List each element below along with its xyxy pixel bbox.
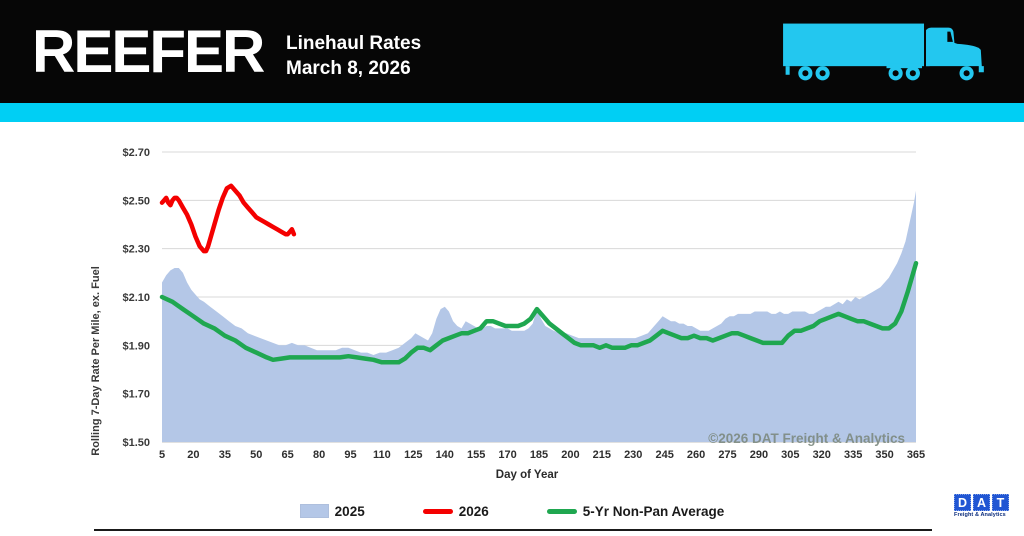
y-axis-title: Rolling 7-Day Rate Per Mile, ex. Fuel [90, 266, 102, 456]
legend-item-2026: 2026 [422, 503, 489, 519]
x-tick-label: 65 [282, 449, 294, 461]
x-tick-label: 35 [219, 449, 231, 461]
series-line-5-yr-non-pan-average [159, 260, 919, 365]
y-tick-label: $2.30 [122, 244, 150, 256]
x-tick-label: 365 [907, 449, 925, 461]
legend-item-5yr-average: 5-Yr Non-Pan Average [546, 503, 725, 519]
x-tick-label: 50 [250, 449, 262, 461]
y-tick-label: $2.50 [122, 195, 150, 207]
report-title: REEFER [32, 18, 265, 85]
copyright-watermark: ©2026 DAT Freight & Analytics [708, 431, 905, 446]
x-tick-label: 5 [159, 449, 165, 461]
x-tick-label: 320 [813, 449, 831, 461]
x-tick-label: 80 [313, 449, 325, 461]
dat-logo: D A T Freight & Analytics [954, 494, 1016, 518]
y-tick-label: $1.50 [122, 437, 150, 449]
legend-label-2025: 2025 [334, 503, 365, 519]
report-subtitle: Linehaul Rates March 8, 2026 [286, 31, 421, 81]
rates-chart: $1.50 $1.70 $1.90 $2.10 $2.30 $2.50 $2.70 5 20 35… [90, 147, 925, 481]
footer-divider [94, 529, 932, 531]
x-tick-label: 95 [344, 449, 356, 461]
x-tick-label: 215 [593, 449, 611, 461]
x-tick-label: 335 [844, 449, 862, 461]
x-tick-label: 140 [436, 449, 454, 461]
x-tick-label: 170 [498, 449, 516, 461]
x-tick-label: 125 [404, 449, 422, 461]
x-tick-label: 155 [467, 449, 485, 461]
legend-item-2025: 2025 [299, 503, 365, 519]
accent-stripe [0, 103, 1024, 122]
dat-logo-letter-a: A [973, 494, 990, 511]
chart-legend: 2025 2026 5-Yr Non-Pan Average [0, 501, 1024, 521]
x-tick-label: 185 [530, 449, 548, 461]
series-line-2026 [159, 183, 297, 254]
dat-logo-subtext: Freight & Analytics [954, 512, 1006, 518]
y-tick-label: $2.10 [122, 292, 150, 304]
legend-swatch-2025-area [299, 504, 329, 518]
legend-swatch-2026-line [422, 508, 453, 514]
axis-ticks: $1.50 $1.70 $1.90 $2.10 $2.30 $2.50 $2.70 5 20 35… [122, 147, 925, 461]
header-banner: REEFER Linehaul Rates March 8, 2026 [0, 0, 1024, 103]
y-tick-label: $2.70 [122, 147, 150, 159]
x-tick-label: 260 [687, 449, 705, 461]
x-tick-label: 305 [781, 449, 799, 461]
x-tick-label: 290 [750, 449, 768, 461]
y-tick-label: $1.90 [122, 340, 150, 352]
x-tick-label: 110 [373, 449, 391, 461]
legend-label-2026: 2026 [458, 503, 489, 519]
legend-swatch-5yr-line [546, 508, 577, 514]
dat-logo-letter-t: T [992, 494, 1009, 511]
dat-logo-tiles: D A T [954, 494, 1016, 511]
semi-truck-icon [783, 23, 984, 81]
subtitle-line1: Linehaul Rates [286, 33, 422, 54]
x-axis-title: Day of Year [496, 469, 559, 481]
x-tick-label: 350 [875, 449, 893, 461]
chart-series [159, 183, 919, 442]
x-tick-label: 200 [561, 449, 579, 461]
y-tick-label: $1.70 [122, 389, 150, 401]
legend-label-5yr-average: 5-Yr Non-Pan Average [582, 503, 725, 519]
x-tick-label: 20 [187, 449, 199, 461]
dat-logo-letter-d: D [954, 494, 971, 511]
x-tick-label: 275 [718, 449, 736, 461]
x-tick-label: 230 [624, 449, 642, 461]
subtitle-line2: March 8, 2026 [286, 58, 411, 79]
x-tick-label: 245 [655, 449, 673, 461]
series-area-2025 [162, 190, 916, 442]
